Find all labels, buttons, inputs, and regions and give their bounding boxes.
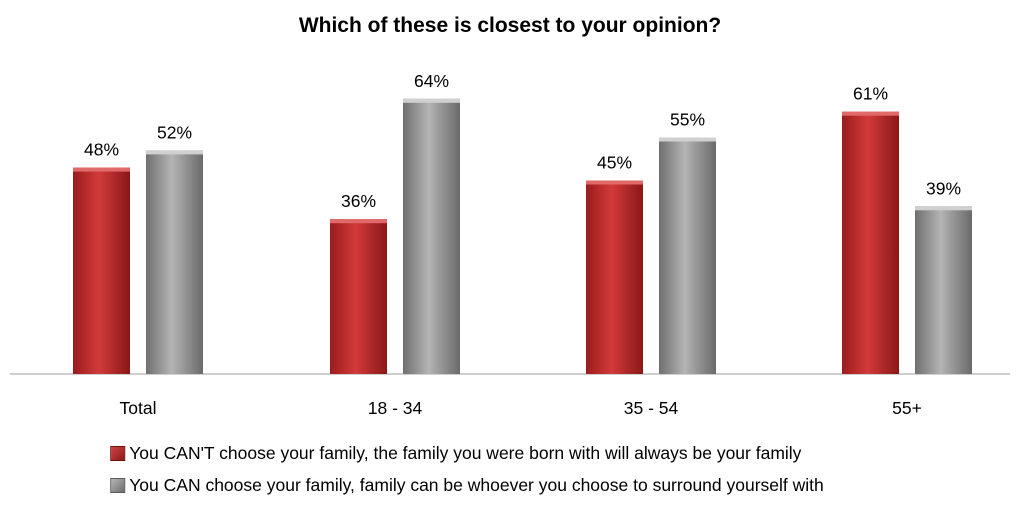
bar-can-choose-0 (146, 150, 203, 374)
bar-bevel-0-2 (586, 180, 643, 185)
x-tick-label-2: 35 - 54 (624, 398, 679, 418)
legend-label-cant-choose: You CAN'T choose your family, the family… (129, 442, 802, 463)
data-label-0-1: 36% (341, 191, 376, 211)
bar-bevel-1-0 (146, 150, 203, 155)
x-tick-label-3: 55+ (892, 398, 922, 418)
legend: You CAN'T choose your family, the family… (110, 442, 824, 506)
data-label-1-0: 52% (157, 122, 192, 142)
data-label-1-2: 55% (670, 110, 705, 130)
bar-bevel-0-0 (73, 167, 130, 172)
bar-bevel-1-2 (659, 137, 716, 142)
bar-bevel-0-3 (842, 111, 899, 116)
legend-item-cant-choose: You CAN'T choose your family, the family… (110, 442, 824, 464)
bar-bevel-0-1 (330, 219, 387, 224)
legend-swatch-gray (110, 477, 126, 493)
bar-can-choose-2 (659, 137, 716, 374)
bar-cant-choose-3 (842, 111, 899, 374)
legend-item-can-choose: You CAN choose your family, family can b… (110, 474, 824, 496)
chart-title: Which of these is closest to your opinio… (298, 14, 722, 37)
data-label-0-0: 48% (84, 140, 119, 160)
bar-cant-choose-0 (73, 167, 130, 374)
x-tick-label-0: Total (120, 398, 157, 418)
bar-bevel-1-1 (403, 98, 460, 103)
legend-swatch-red (110, 445, 126, 461)
data-label-0-2: 45% (597, 153, 632, 173)
data-label-1-1: 64% (414, 71, 449, 91)
bar-bevel-1-3 (915, 206, 972, 211)
data-label-1-3: 39% (926, 178, 961, 198)
bar-can-choose-1 (403, 98, 460, 375)
legend-label-can-choose: You CAN choose your family, family can b… (129, 474, 824, 495)
bar-cant-choose-2 (586, 180, 643, 374)
data-label-0-3: 61% (853, 84, 888, 104)
x-tick-label-1: 18 - 34 (368, 398, 423, 418)
bar-can-choose-3 (915, 206, 972, 374)
bar-cant-choose-1 (330, 219, 387, 374)
